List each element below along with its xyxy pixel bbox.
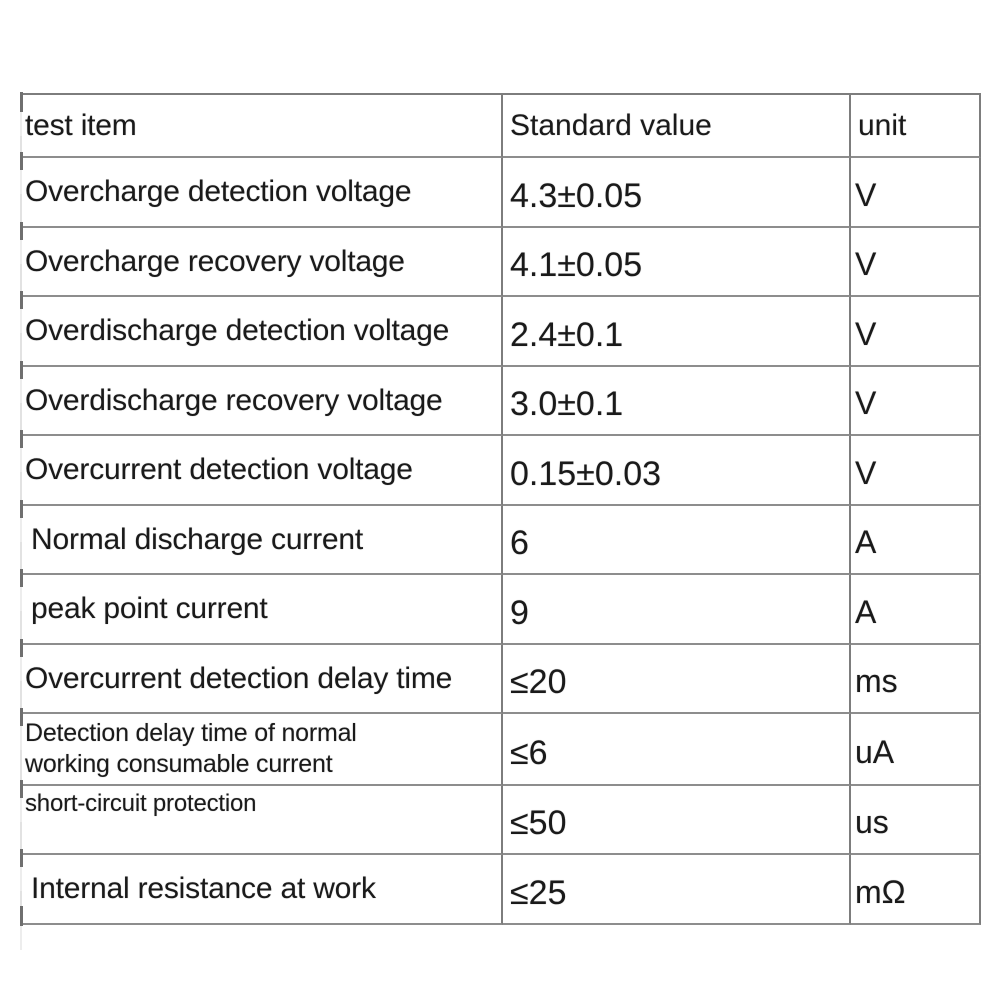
scan-tick: [20, 361, 23, 403]
unit-text: V: [855, 454, 877, 491]
value-text: ≤25: [510, 873, 567, 912]
scan-tick: [20, 291, 23, 333]
cell-value: 3.0±0.1: [503, 367, 851, 436]
cell-value: ≤50: [503, 786, 851, 855]
value-text: ≤50: [510, 804, 567, 842]
cell-value: ≤20: [503, 645, 851, 714]
unit-text: V: [855, 176, 877, 213]
scan-tick: [20, 906, 23, 950]
cell-unit: A: [851, 506, 981, 575]
unit-text: A: [855, 524, 877, 560]
scan-tick: [20, 639, 23, 681]
unit-text: uA: [855, 733, 895, 770]
scan-tick: [20, 569, 23, 611]
cell-item-normal-discharge-current: Normal discharge current: [22, 506, 503, 575]
cell-unit: uA: [851, 714, 981, 786]
scan-tick: [20, 780, 23, 822]
scan-tick: [20, 92, 23, 136]
cell-value: ≤25: [503, 855, 851, 925]
scan-tick: [20, 430, 23, 472]
cell-value: ≤6: [503, 714, 851, 786]
unit-text: us: [855, 804, 889, 840]
cell-item-detection-delay-time-normal-working: Detection delay time of normal working c…: [22, 714, 503, 786]
cell-item-short-circuit-protection: short-circuit protection: [22, 786, 503, 855]
cell-unit: ms: [851, 645, 981, 714]
cell-value: 6: [503, 506, 851, 575]
cell-value: 4.1±0.05: [503, 228, 851, 297]
cell-unit: V: [851, 158, 981, 228]
cell-unit: us: [851, 786, 981, 855]
cell-unit: V: [851, 367, 981, 436]
cell-item-peak-point-current: peak point current: [22, 575, 503, 645]
cell-value: 0.15±0.03: [503, 436, 851, 506]
header-standard-value: Standard value: [503, 93, 851, 158]
header-test-item: test item: [22, 93, 503, 158]
scan-tick: [20, 708, 23, 750]
value-text: 4.3±0.05: [510, 176, 643, 215]
item-text: short-circuit protection: [25, 790, 257, 817]
cell-item-overcurrent-detection-delay-time: Overcurrent detection delay time: [22, 645, 503, 714]
unit-text: mΩ: [855, 873, 906, 910]
value-text: 4.1±0.05: [510, 246, 643, 284]
cell-unit: V: [851, 436, 981, 506]
cell-value: 2.4±0.1: [503, 297, 851, 367]
value-text: 2.4±0.1: [510, 315, 624, 354]
scan-tick: [20, 222, 23, 264]
value-text: 3.0±0.1: [510, 385, 624, 423]
value-text: 6: [510, 524, 529, 562]
unit-text: V: [855, 315, 877, 352]
value-text: 9: [510, 593, 529, 632]
cell-unit: mΩ: [851, 855, 981, 925]
value-text: 0.15±0.03: [510, 454, 662, 493]
unit-text: ms: [855, 663, 898, 699]
unit-text: A: [855, 593, 877, 630]
cell-item-internal-resistance-at-work: Internal resistance at work: [22, 855, 503, 925]
cell-item-overcurrent-detection-voltage: Overcurrent detection voltage: [22, 436, 503, 506]
cell-unit: A: [851, 575, 981, 645]
cell-item-overcharge-recovery-voltage: Overcharge recovery voltage: [22, 228, 503, 297]
specification-table: test item Standard value unit Overcharge…: [20, 92, 981, 950]
cell-value: 9: [503, 575, 851, 645]
value-text: ≤6: [510, 733, 548, 772]
header-unit: unit: [851, 93, 981, 158]
item-text: Detection delay time of normal working c…: [25, 718, 357, 779]
value-text: ≤20: [510, 663, 567, 701]
cell-value: 4.3±0.05: [503, 158, 851, 228]
cell-item-overcharge-detection-voltage: Overcharge detection voltage: [22, 158, 503, 228]
scan-tick: [20, 849, 23, 891]
scan-tick: [20, 152, 23, 194]
cell-item-overdischarge-detection-voltage: Overdischarge detection voltage: [22, 297, 503, 367]
cell-item-overdischarge-recovery-voltage: Overdischarge recovery voltage: [22, 367, 503, 436]
unit-text: V: [855, 385, 877, 421]
scan-tick: [20, 500, 23, 542]
unit-text: V: [855, 246, 877, 282]
cell-unit: V: [851, 297, 981, 367]
cell-unit: V: [851, 228, 981, 297]
